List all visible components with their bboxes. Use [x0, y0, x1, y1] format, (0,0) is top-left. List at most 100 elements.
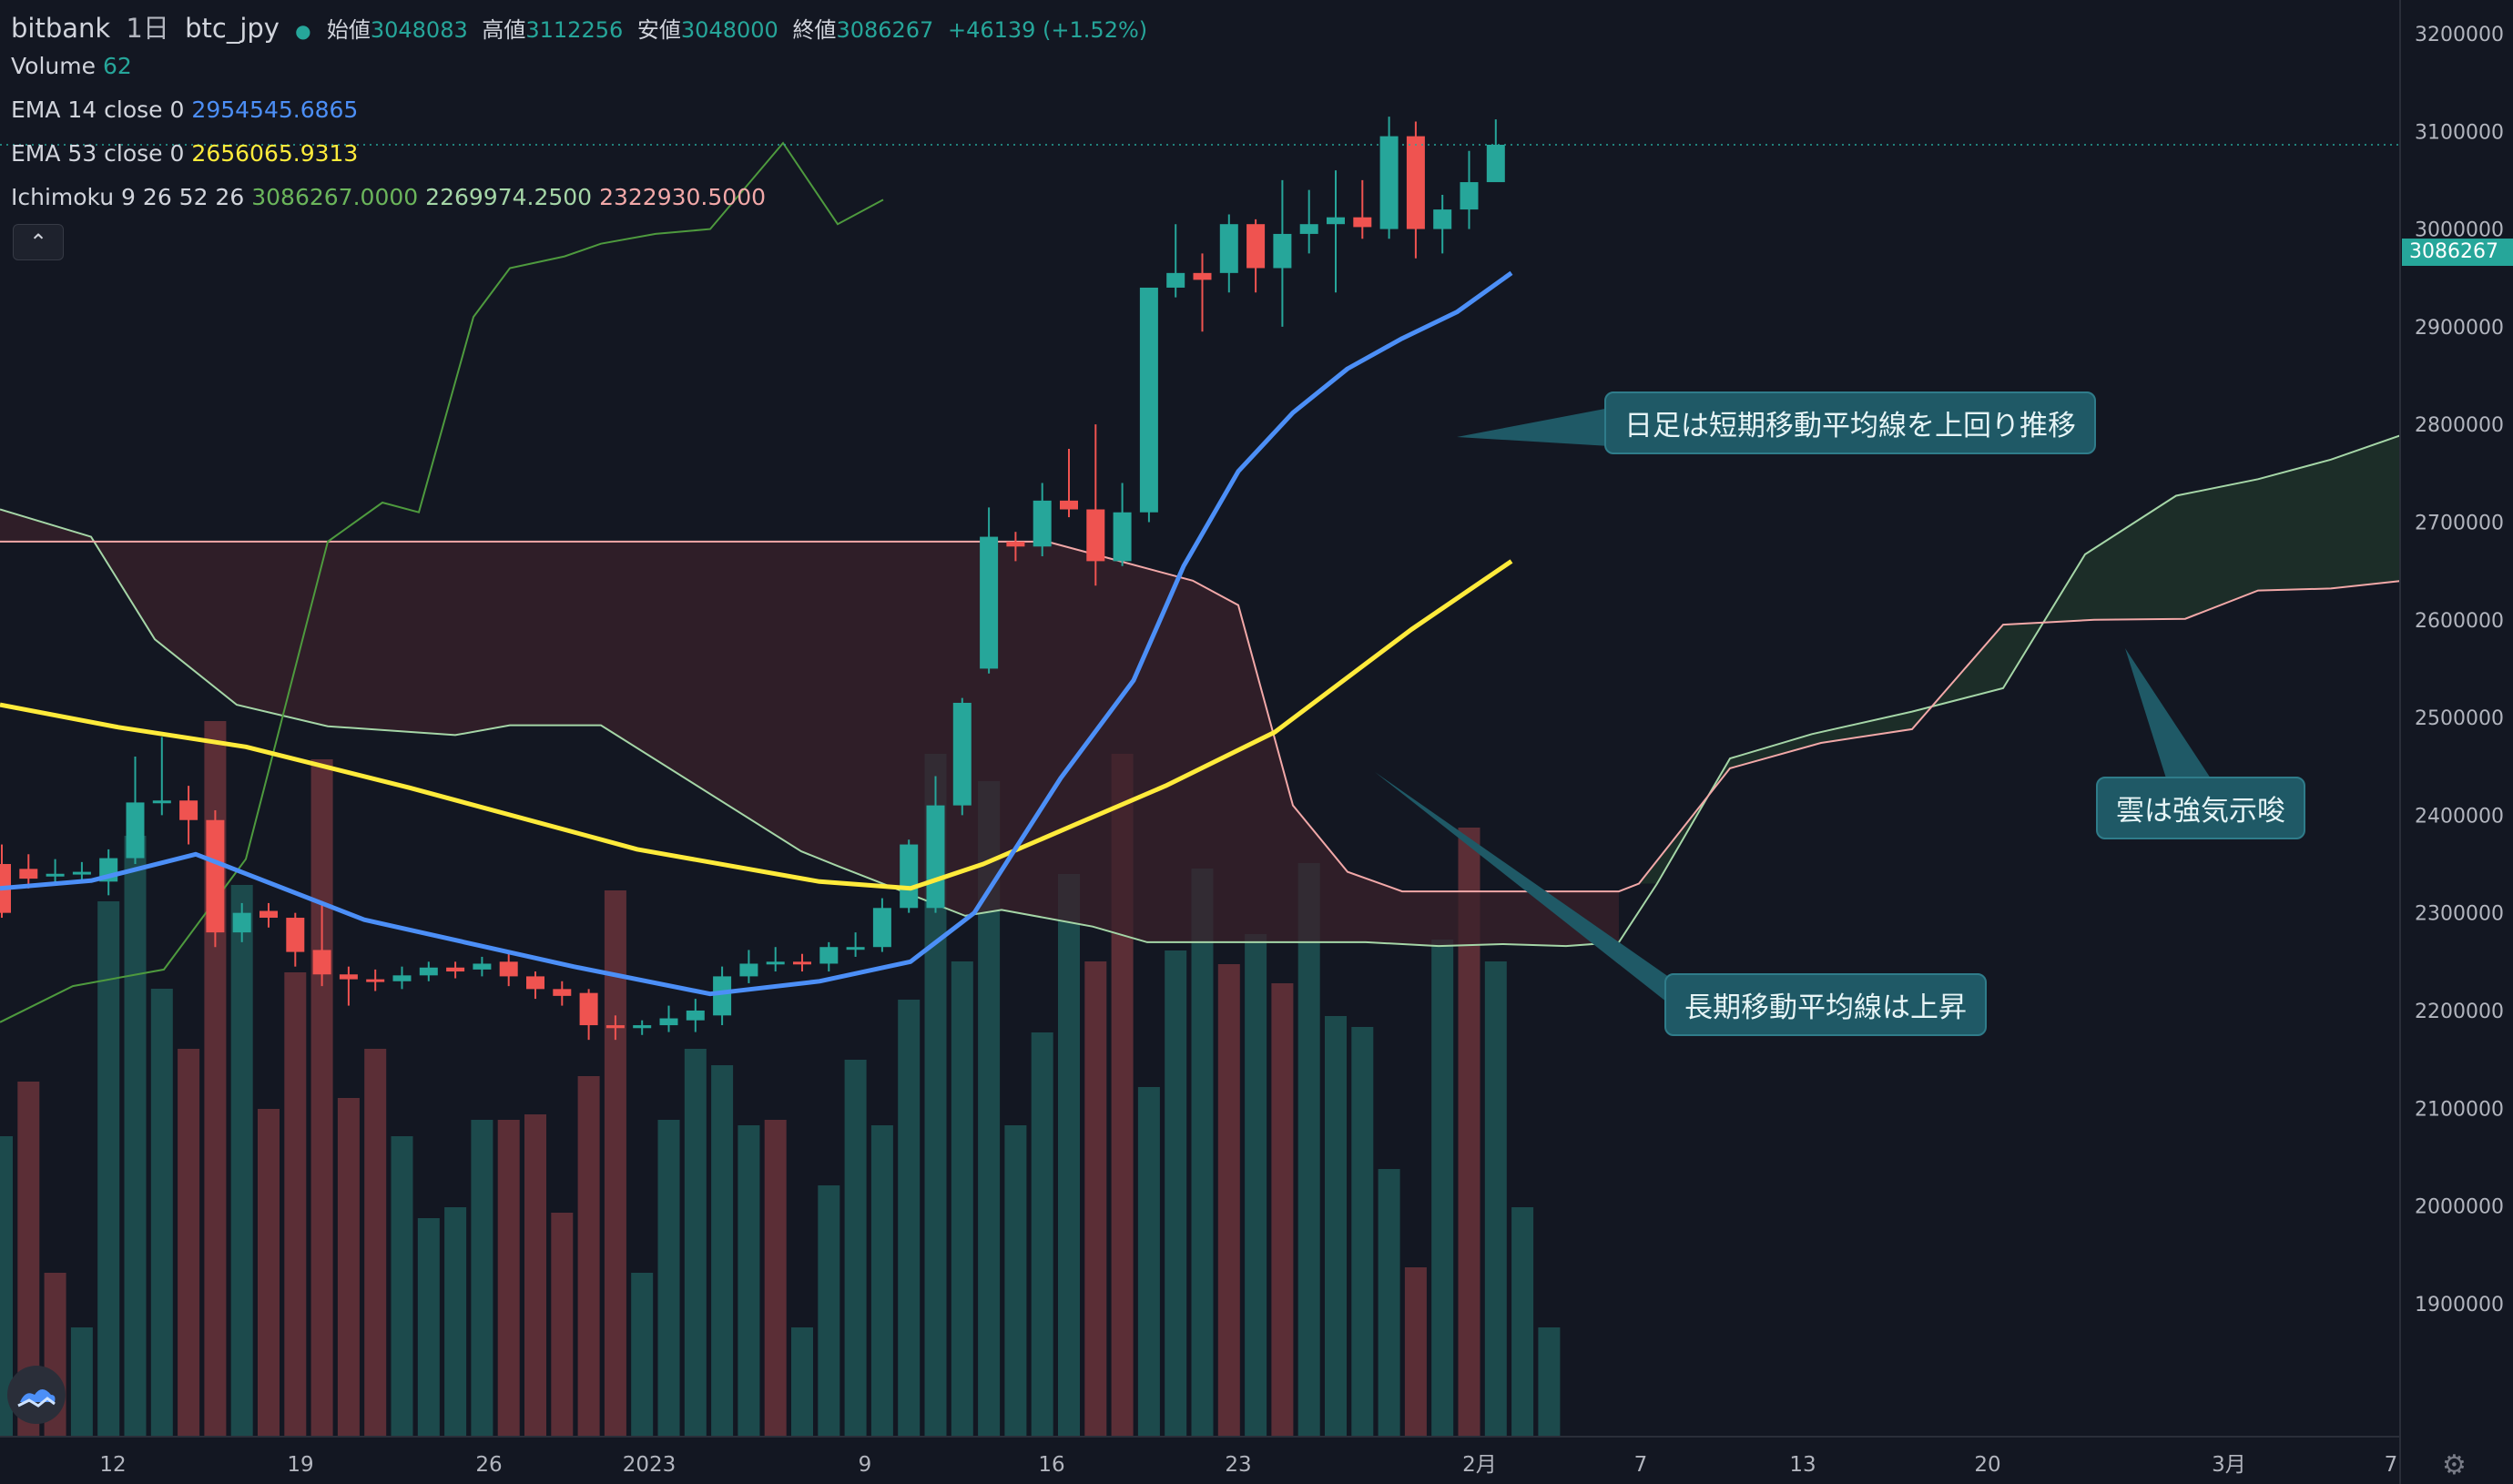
volume-bar — [764, 1120, 787, 1437]
volume-bar — [150, 989, 173, 1437]
volume-bar — [230, 885, 253, 1437]
volume-bar — [1137, 1087, 1160, 1437]
time-tick-label: 13 — [1789, 1453, 1816, 1477]
annotation-cloud[interactable]: 雲は強気示唆 — [2096, 777, 2305, 839]
candle-body — [1433, 209, 1452, 229]
volume-bar — [178, 1049, 200, 1437]
ema53-line — [0, 559, 1513, 891]
ichimoku-lagging-span — [0, 141, 884, 1023]
volume-bar — [738, 1125, 760, 1437]
volume-bar — [898, 1000, 921, 1437]
ema14-value: 2954545.6865 — [191, 97, 359, 123]
ichimoku-value-2: 2269974.2500 — [425, 184, 593, 210]
volume-bar — [471, 1120, 493, 1437]
candle-body — [46, 873, 65, 877]
volume-bar — [417, 1218, 440, 1437]
change-value: +46139 (+1.52%) — [947, 17, 1148, 43]
price-tick-label: 3100000 — [2415, 121, 2504, 144]
ema14-label: EMA 14 close 0 — [11, 97, 185, 123]
candle-body — [473, 963, 492, 970]
price-tick-label: 3200000 — [2415, 24, 2504, 46]
logo-icon[interactable] — [7, 1366, 66, 1424]
candle-body — [633, 1025, 652, 1029]
annotation-long-ema[interactable]: 長期移動平均線は上昇 — [1664, 973, 1987, 1036]
volume-bar — [1058, 874, 1080, 1437]
ichimoku-span-a — [0, 386, 2513, 948]
volume-bar — [0, 1136, 13, 1437]
volume-bar — [1538, 1327, 1561, 1437]
volume-bar — [870, 1125, 893, 1437]
time-tick-label: 16 — [1038, 1453, 1064, 1477]
volume-bar — [444, 1207, 467, 1437]
candle-body — [1246, 224, 1266, 269]
volume-bar — [1031, 1032, 1053, 1437]
candle-body — [232, 912, 251, 933]
ema53-value: 2656065.9313 — [191, 140, 359, 167]
volume-bar — [1431, 940, 1454, 1437]
volume-bar — [1271, 983, 1294, 1437]
collapse-legend-button[interactable]: ⌃ — [13, 224, 64, 260]
time-tick-label: 2023 — [623, 1453, 677, 1477]
price-tick-label: 2100000 — [2415, 1098, 2504, 1121]
volume-bar — [1511, 1207, 1534, 1437]
candle-body — [392, 975, 412, 981]
candle-body — [1486, 145, 1505, 183]
annotation-short-ema[interactable]: 日足は短期移動平均線を上回り推移 — [1604, 391, 2096, 454]
volume-bar — [524, 1114, 546, 1437]
open-label: 始値 — [326, 17, 371, 43]
candle-body — [686, 1010, 705, 1021]
candle-body — [1086, 509, 1105, 562]
volume-bar — [1245, 934, 1267, 1437]
volume-bar — [1165, 950, 1187, 1437]
volume-bar — [258, 1109, 280, 1437]
time-tick-label: 12 — [99, 1453, 126, 1477]
volume-bar — [791, 1327, 813, 1437]
bearish-cloud-fill — [0, 509, 1619, 947]
price-tick-label: 2800000 — [2415, 414, 2504, 437]
volume-bar — [1217, 964, 1240, 1437]
candle-body — [366, 979, 385, 982]
open-value: 3048083 — [370, 17, 468, 43]
volume-bar — [497, 1120, 520, 1437]
volume-bar — [391, 1136, 413, 1437]
ema53-legend[interactable]: EMA 53 close 0 2656065.9313 — [11, 140, 365, 167]
candle-body — [1060, 500, 1078, 510]
candles — [0, 117, 1505, 1041]
gear-icon[interactable]: ⚙ — [2442, 1449, 2467, 1481]
volume-bar — [577, 1076, 600, 1437]
volume-bar — [844, 1060, 867, 1437]
price-tick-label: 1900000 — [2415, 1294, 2504, 1316]
candle-body — [1033, 500, 1052, 547]
volume-bar — [818, 1185, 840, 1437]
volume-bar — [551, 1213, 574, 1437]
volume-bar — [1084, 961, 1107, 1437]
volume-bar — [604, 890, 626, 1437]
high-value: 3112256 — [525, 17, 624, 43]
volume-bar — [284, 972, 307, 1437]
price-tick-label: 2200000 — [2415, 1001, 2504, 1023]
exchange-name[interactable]: bitbank — [11, 13, 111, 44]
time-tick-label: 26 — [475, 1453, 502, 1477]
ema14-legend[interactable]: EMA 14 close 0 2954545.6865 — [11, 97, 365, 123]
volume-bar — [631, 1273, 654, 1437]
candle-body — [446, 967, 465, 972]
volume-bar — [1325, 1016, 1347, 1437]
candle-body — [659, 1018, 678, 1026]
ichimoku-legend[interactable]: Ichimoku 9 26 52 26 3086267.0000 2269974.2… — [11, 184, 773, 210]
high-label: 高値 — [482, 17, 526, 43]
time-tick-label: 7 — [1634, 1453, 1648, 1477]
candle-body — [1193, 272, 1212, 280]
time-tick-label: 9 — [859, 1453, 872, 1477]
time-tick-label: 7 — [2385, 1453, 2398, 1477]
close-value: 3086267 — [836, 17, 934, 43]
candle-body — [846, 947, 865, 950]
candle-body — [793, 961, 811, 965]
bullish-cloud-fill — [1639, 387, 2513, 884]
interval[interactable]: 1日 — [126, 13, 169, 44]
symbol-name[interactable]: btc_jpy — [185, 13, 280, 44]
cloud-logo-icon — [17, 1389, 56, 1408]
volume-legend[interactable]: Volume 62 — [11, 53, 139, 79]
price-tick-label: 2900000 — [2415, 317, 2504, 340]
price-tick-label: 2700000 — [2415, 512, 2504, 534]
